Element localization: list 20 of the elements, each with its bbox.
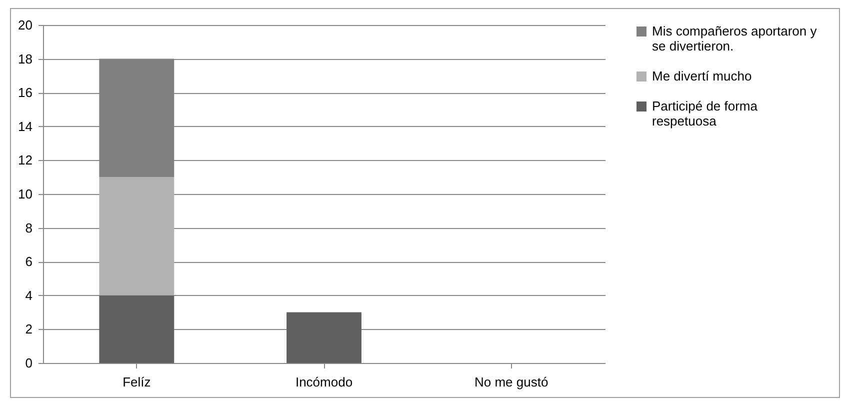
y-tick-label: 16 bbox=[18, 85, 32, 100]
y-tick-label: 4 bbox=[25, 288, 32, 303]
y-tick-label: 18 bbox=[18, 51, 32, 66]
x-tick-label: Felíz bbox=[122, 374, 151, 390]
y-tick-label: 10 bbox=[18, 186, 32, 202]
y-tick-label: 14 bbox=[18, 118, 32, 134]
y-tick-label: 8 bbox=[25, 220, 32, 236]
y-tick-label: 20 bbox=[18, 18, 32, 32]
legend-label: Mis compañeros aportaron y se divertieron. bbox=[652, 24, 818, 54]
bar bbox=[286, 312, 362, 363]
legend-label: Me divertí mucho bbox=[652, 68, 752, 84]
x-tick-label: No me gustó bbox=[474, 374, 548, 390]
y-tick-label: 2 bbox=[25, 322, 32, 337]
legend-label: Participé de forma respetuosa bbox=[652, 98, 758, 128]
y-tick-label: 0 bbox=[25, 356, 32, 370]
bar bbox=[99, 177, 174, 296]
x-tick-label: Incómodo bbox=[295, 374, 353, 390]
y-tick-label: 6 bbox=[25, 254, 32, 270]
y-tick-label: 12 bbox=[18, 152, 32, 168]
bar bbox=[99, 295, 174, 363]
